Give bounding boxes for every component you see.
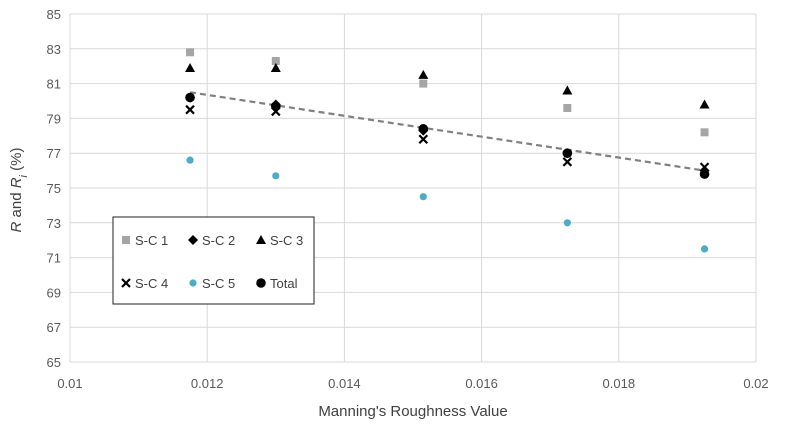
legend-box [112, 216, 315, 305]
y-tick-label: 77 [47, 146, 61, 161]
data-point-series-5 [272, 172, 280, 180]
legend-label: S-C 3 [270, 233, 303, 248]
data-point-series-5 [700, 245, 709, 253]
data-point-series-6 [271, 101, 281, 112]
data-point-series-6 [562, 148, 573, 158]
y-tick-label: 73 [47, 216, 61, 231]
data-point-series-3 [185, 62, 196, 72]
data-point-series-3 [270, 62, 281, 72]
data-point-series-3 [562, 85, 573, 95]
legend-label: S-C 5 [202, 276, 235, 291]
gridlines [69, 13, 757, 363]
trendline [189, 91, 705, 172]
y-axis-title-subscript: i [18, 174, 30, 177]
legend-marker [256, 278, 266, 288]
y-tick-label: 71 [47, 251, 61, 266]
legend-marker [256, 235, 266, 244]
x-tick-label: 0.016 [465, 376, 498, 391]
legend-marker [121, 278, 131, 288]
x-tick-label: 0.01 [57, 376, 82, 391]
trendline-group [189, 91, 705, 172]
x-tick-label: 0.018 [603, 376, 636, 391]
data-point-series-4 [699, 162, 710, 172]
data-point-series-5 [419, 193, 427, 201]
legend-marker [188, 235, 198, 245]
data-point-series-4 [418, 134, 429, 145]
legend-label: S-C 4 [135, 276, 168, 291]
y-axis-title: R and Ri (%) [8, 147, 30, 232]
data-point-series-4 [185, 104, 195, 115]
legend-label: S-C 1 [135, 233, 168, 248]
y-tick-label: 65 [47, 355, 61, 370]
y-tick-label: 75 [47, 181, 61, 196]
y-axis-title-r: R [8, 222, 25, 233]
y-tick-labels: 65 67 69 71 73 75 77 79 81 83 85 [47, 7, 61, 370]
legend-marker [122, 236, 130, 244]
data-point-series-4 [562, 157, 573, 167]
data-point-series-6 [185, 92, 195, 103]
data-point-series-6 [699, 169, 710, 179]
y-axis-title-ri: R [8, 177, 25, 188]
data-point-series-1 [271, 56, 280, 65]
data-point-series-3 [418, 69, 429, 79]
x-tick-label: 0.012 [191, 376, 224, 391]
legend-label: S-C 2 [202, 233, 235, 248]
data-point-series-5 [186, 156, 194, 164]
x-tick-label: 0.02 [743, 376, 768, 391]
data-point-series-1 [419, 79, 428, 88]
y-axis-title-and: and [8, 188, 25, 221]
x-axis-title: Manning's Roughness Value [318, 403, 507, 420]
legend: S-C 1 S-C 2 S-C 3 S-C 4 S-C 5 Total [112, 216, 315, 305]
legend-label: Total [270, 276, 298, 291]
y-tick-label: 69 [47, 285, 61, 300]
x-tick-label: 0.014 [328, 376, 361, 391]
y-tick-label: 79 [47, 111, 61, 126]
data-points [185, 48, 710, 253]
y-tick-label: 67 [47, 320, 61, 335]
data-point-series-3 [699, 99, 710, 109]
data-point-series-1 [700, 128, 709, 137]
data-point-series-1 [563, 103, 572, 112]
data-point-series-1 [186, 48, 195, 57]
y-tick-label: 81 [47, 77, 61, 92]
y-axis-title-unit: (%) [8, 147, 25, 175]
y-tick-label: 83 [47, 42, 61, 57]
x-tick-labels: 0.01 0.012 0.014 0.016 0.018 0.02 [57, 376, 768, 391]
legend-marker [189, 279, 197, 287]
y-tick-label: 85 [47, 7, 61, 22]
data-point-series-5 [563, 219, 571, 227]
data-point-series-6 [418, 124, 429, 134]
